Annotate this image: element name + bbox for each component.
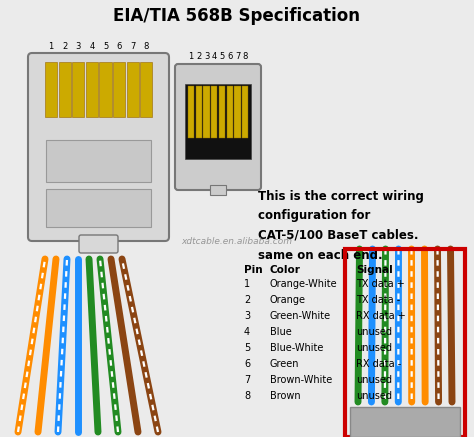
Bar bbox=[86, 62, 98, 117]
Text: Blue: Blue bbox=[270, 327, 292, 337]
Bar bbox=[210, 185, 226, 195]
Bar bbox=[185, 84, 251, 159]
Text: unused: unused bbox=[356, 343, 392, 353]
Bar bbox=[46, 189, 151, 227]
Bar bbox=[203, 86, 210, 138]
Bar bbox=[140, 62, 153, 117]
Text: 5: 5 bbox=[103, 42, 108, 51]
Bar bbox=[219, 86, 225, 138]
Text: 1: 1 bbox=[244, 279, 250, 289]
Bar bbox=[350, 407, 460, 437]
Text: 3: 3 bbox=[76, 42, 81, 51]
Text: unused: unused bbox=[356, 375, 392, 385]
Text: Color: Color bbox=[270, 265, 301, 275]
Bar bbox=[113, 62, 125, 117]
Text: RX data +: RX data + bbox=[356, 311, 406, 321]
Bar bbox=[45, 62, 57, 117]
Text: xdtcable.en.alibaba.com: xdtcable.en.alibaba.com bbox=[182, 237, 292, 246]
Bar bbox=[242, 86, 248, 138]
Bar bbox=[100, 62, 111, 117]
Text: EIA/TIA 568B Specification: EIA/TIA 568B Specification bbox=[113, 7, 361, 25]
Bar bbox=[46, 140, 151, 182]
Text: Orange: Orange bbox=[270, 295, 306, 305]
Text: 8: 8 bbox=[244, 391, 250, 401]
Text: 1: 1 bbox=[48, 42, 54, 51]
Text: 6: 6 bbox=[117, 42, 122, 51]
Text: configuration for: configuration for bbox=[258, 209, 370, 222]
Text: 8: 8 bbox=[144, 42, 149, 51]
Text: 4: 4 bbox=[89, 42, 94, 51]
Bar bbox=[345, 249, 465, 437]
Text: Pin: Pin bbox=[244, 265, 263, 275]
Text: 8: 8 bbox=[243, 52, 248, 61]
Bar bbox=[227, 86, 233, 138]
Text: same on each end.: same on each end. bbox=[258, 249, 383, 262]
Text: Orange-White: Orange-White bbox=[270, 279, 337, 289]
Bar bbox=[59, 62, 71, 117]
Text: 5: 5 bbox=[219, 52, 225, 61]
Text: 4: 4 bbox=[244, 327, 250, 337]
Text: This is the correct wiring: This is the correct wiring bbox=[258, 190, 424, 203]
Text: 7: 7 bbox=[244, 375, 250, 385]
Bar bbox=[235, 86, 241, 138]
Text: Green-White: Green-White bbox=[270, 311, 331, 321]
Text: 4: 4 bbox=[212, 52, 217, 61]
Text: 3: 3 bbox=[244, 311, 250, 321]
Text: 2: 2 bbox=[196, 52, 201, 61]
Text: 1: 1 bbox=[189, 52, 194, 61]
Text: 2: 2 bbox=[62, 42, 67, 51]
Text: Brown: Brown bbox=[270, 391, 301, 401]
Text: unused: unused bbox=[356, 327, 392, 337]
Text: Blue-White: Blue-White bbox=[270, 343, 323, 353]
Text: 6: 6 bbox=[227, 52, 233, 61]
Text: 6: 6 bbox=[244, 359, 250, 369]
Bar bbox=[188, 86, 194, 138]
Text: 7: 7 bbox=[235, 52, 240, 61]
Text: Green: Green bbox=[270, 359, 300, 369]
Text: TX data +: TX data + bbox=[356, 279, 405, 289]
Bar bbox=[211, 86, 218, 138]
Text: 7: 7 bbox=[130, 42, 136, 51]
Text: unused: unused bbox=[356, 391, 392, 401]
Text: TX data -: TX data - bbox=[356, 295, 400, 305]
FancyBboxPatch shape bbox=[28, 53, 169, 241]
Text: 3: 3 bbox=[204, 52, 210, 61]
Text: CAT-5/100 BaseT cables.: CAT-5/100 BaseT cables. bbox=[258, 228, 419, 241]
Text: 5: 5 bbox=[244, 343, 250, 353]
Bar bbox=[127, 62, 139, 117]
FancyBboxPatch shape bbox=[175, 64, 261, 190]
Bar bbox=[72, 62, 84, 117]
Bar bbox=[196, 86, 202, 138]
Text: RX data -: RX data - bbox=[356, 359, 401, 369]
Text: 2: 2 bbox=[244, 295, 250, 305]
FancyBboxPatch shape bbox=[79, 235, 118, 253]
Text: Signal: Signal bbox=[356, 265, 393, 275]
Text: Brown-White: Brown-White bbox=[270, 375, 332, 385]
